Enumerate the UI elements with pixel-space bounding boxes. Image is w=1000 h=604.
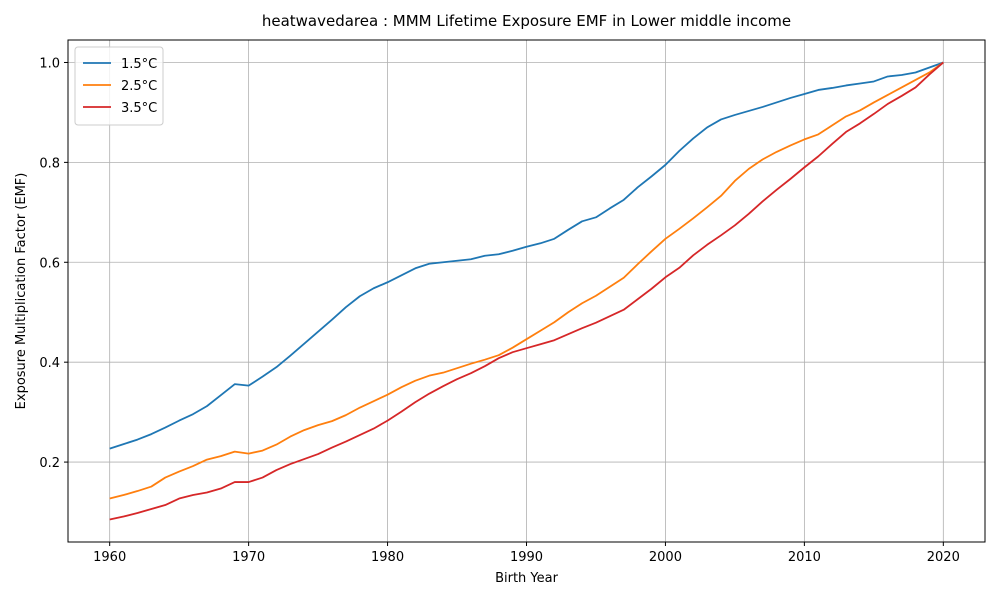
x-tick-label: 2000 [649, 550, 682, 565]
series-lines [109, 61, 944, 521]
legend-box [74, 46, 164, 126]
grid [68, 40, 985, 542]
series-line [109, 61, 944, 521]
chart-title: heatwavedarea : MMM Lifetime Exposure EM… [262, 12, 791, 30]
y-tick-label: 0.4 [39, 356, 60, 371]
y-tick-label: 0.2 [39, 456, 60, 471]
x-axis-label: Birth Year [495, 571, 559, 586]
legend: 1.5°C 2.5°C 3.5°C [74, 46, 164, 126]
legend-label: 2.5°C [121, 79, 157, 94]
series-line [109, 61, 944, 450]
y-tick-label: 0.6 [39, 256, 60, 271]
x-tick-label: 2010 [788, 550, 821, 565]
x-tick-label: 2020 [927, 550, 960, 565]
legend-label: 3.5°C [121, 101, 157, 116]
legend-label: 1.5°C [121, 57, 157, 72]
y-tick-label: 0.8 [39, 156, 60, 171]
axis-ticks: 1960 1970 1980 1990 2000 2010 2020 0.2 0.4 0.6 0.8… [39, 56, 960, 565]
x-tick-label: 1960 [93, 550, 126, 565]
x-tick-label: 1990 [510, 550, 543, 565]
y-tick-label: 1.0 [39, 56, 60, 71]
x-tick-label: 1980 [371, 550, 404, 565]
y-axis-label: Exposure Multiplication Factor (EMF) [14, 173, 29, 410]
series-line [109, 61, 944, 500]
x-tick-label: 1970 [232, 550, 265, 565]
